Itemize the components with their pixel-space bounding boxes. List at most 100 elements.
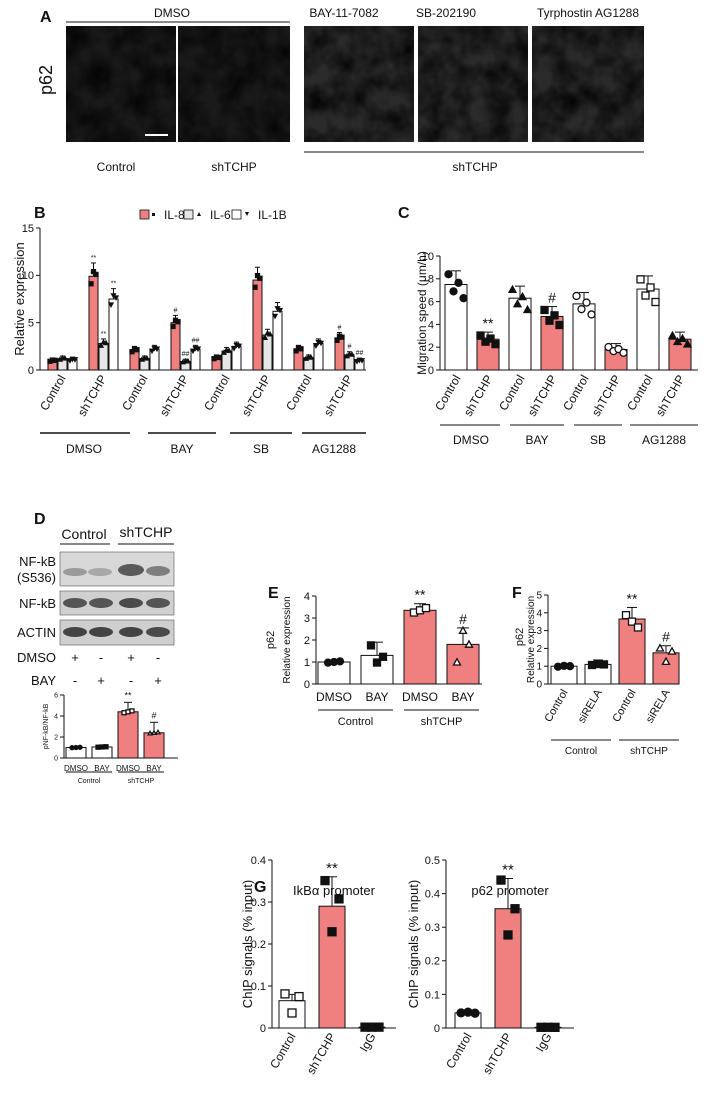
bar [494, 908, 522, 1029]
significance-label: ** [502, 861, 514, 878]
bar [446, 643, 480, 685]
data-point [641, 291, 650, 300]
x-tick-label: Control [283, 373, 314, 414]
x-tick-label: IgG [533, 1031, 555, 1055]
panel-g: G 0 0.1 0.2 0.3 0.4 ChIP signals (% input) IkB… [240, 855, 574, 1077]
data-point [287, 1008, 297, 1018]
micrograph-bay [304, 26, 414, 142]
x-tick-label: shTCHP [461, 373, 496, 419]
bar [117, 711, 139, 759]
y-tick-label: 0 [260, 1023, 266, 1035]
panel-b-legend: IL-8 IL-6 IL-1B [139, 208, 287, 222]
data-point [77, 744, 83, 750]
data-point [102, 339, 110, 346]
significance-label: # [151, 710, 156, 720]
x-tick-label: Control [542, 688, 570, 725]
panel-a-letter: A [40, 9, 52, 26]
bar [403, 609, 437, 685]
data-point [449, 287, 458, 296]
data-point [677, 333, 688, 343]
micrograph-control [66, 26, 176, 142]
chart-g1: 0 0.1 0.2 0.3 0.4 ChIP signals (% input) IkBα … [240, 855, 396, 1077]
x-tick-label: DMSO [316, 690, 352, 704]
y-tick-label: 4 [428, 319, 434, 331]
data-point [621, 610, 631, 620]
data-point [599, 660, 609, 669]
y-tick-label: 3 [536, 626, 542, 637]
data-point [540, 305, 549, 315]
data-point [372, 658, 382, 667]
x-tick-label: Control [432, 373, 463, 414]
panel-a: A p62 DMSO BAY-11-7082 SB-202190 Tyrphos… [36, 6, 644, 174]
y-tick-label: 0.1 [251, 981, 266, 993]
data-point [459, 294, 468, 303]
x-tick-label: shTCHP [239, 373, 274, 419]
y-axis-label: ChIP signals (% input) [240, 880, 255, 1008]
data-point [189, 348, 197, 355]
data-point [335, 657, 345, 666]
x-tick-label: DMSO [402, 690, 438, 704]
x-tick-label: shTCHP [304, 1031, 339, 1077]
sign-dmso-3: + [127, 650, 135, 665]
y-tick-label: 0.2 [251, 939, 266, 951]
data-point [464, 639, 474, 648]
y-tick-label: 0.2 [425, 956, 440, 968]
y-tick-label: 3 [304, 613, 310, 625]
data-point [170, 323, 176, 330]
y-tick-label: 5 [536, 591, 542, 602]
y-axis-label: Relative expression [526, 596, 537, 683]
data-point [378, 652, 388, 661]
d-control-label: Control [61, 526, 106, 542]
bar-il-6 [262, 334, 273, 371]
data-point [512, 299, 523, 308]
x-tick-label: shTCHP [589, 373, 624, 419]
y-axis-label: Relative expression [282, 596, 293, 683]
blot-label-nfkb-p: NF-kB [19, 554, 56, 569]
chart-d: 0 2 4 6 pNF-kB/NF-kB DMSO BAY ** DMSO # BAY Control… [43, 690, 178, 785]
significance-label: ** [627, 590, 638, 606]
data-point [112, 295, 120, 301]
x-tick-label: Control [610, 688, 638, 725]
group-label: shTCHP [128, 778, 155, 785]
data-point [452, 657, 462, 666]
x-tick-label: DMSO [64, 764, 88, 773]
y-tick-label: 0 [28, 365, 34, 377]
x-tick-label: shTCHP [75, 373, 110, 419]
data-point [146, 729, 154, 736]
data-point [271, 313, 279, 320]
x-tick-label: DMSO [116, 764, 140, 773]
legend-il6-marker [197, 212, 201, 216]
data-point [458, 625, 468, 634]
data-point [194, 346, 202, 353]
sign-bay-4: + [154, 673, 162, 688]
data-point [261, 334, 269, 341]
bar-il-8 [252, 279, 263, 371]
data-point [667, 646, 677, 655]
ag-header: Tyrphostin AG1288 [537, 6, 639, 20]
data-point [496, 875, 506, 885]
y-tick-label: 4 [536, 608, 542, 619]
group-label: Control [78, 778, 101, 785]
data-point [61, 355, 69, 361]
y-tick-label: 2 [304, 635, 310, 647]
shtchp-group-caption: shTCHP [452, 160, 497, 174]
data-point [334, 337, 340, 344]
data-point [257, 275, 263, 281]
row-label-dmso: DMSO [17, 650, 56, 665]
x-tick-label: shTCHP [480, 1031, 515, 1077]
sign-bay-1: - [73, 673, 77, 688]
significance-label: # [662, 629, 670, 645]
x-tick-label: Control [37, 373, 68, 414]
legend-il1b: IL-1B [258, 208, 287, 222]
micrograph-ag1288 [532, 26, 644, 142]
data-point [550, 1022, 560, 1032]
y-tick-label: 0.4 [425, 888, 440, 900]
x-tick-label: shTCHP [525, 373, 560, 419]
b-group-ag1288: AG1288 [312, 442, 356, 456]
data-point [298, 346, 304, 352]
group-label: shTCHP [630, 746, 668, 757]
group-label: Control [338, 716, 373, 728]
data-point [154, 728, 162, 735]
